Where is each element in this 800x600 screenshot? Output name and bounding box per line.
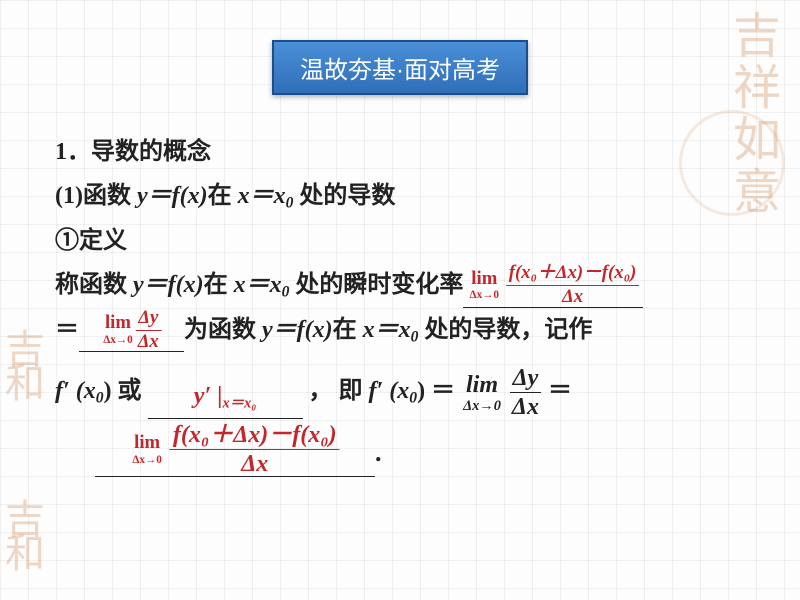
blank-3: y′ |x＝x₀ [148,383,303,419]
answer-1: limΔx→0 f(x₀＋Δx)－f(x₀)Δx [468,264,640,306]
answer-3: y′ |x＝x₀ [194,374,257,418]
line-4: 称函数 y＝f(x)在 x＝x0 处的瞬时变化率 limΔx→0 f(x₀＋Δx… [55,263,730,308]
blank-2: limΔx→0ΔyΔx [79,316,184,352]
title-banner: 温故夯基·面对高考 [272,40,528,95]
answer-4: limΔx→0 f(x₀＋Δx)－f(x₀)Δx [130,423,339,476]
line-5: ＝ limΔx→0ΔyΔx 为函数 y＝f(x)在 x＝x0 处的导数，记作 [55,308,730,353]
line-1: 1．导数的概念 [55,130,730,174]
line-3: ①定义 [55,219,730,263]
line-2: (1)函数 y＝f(x)在 x＝x0 处的导数 [55,174,730,219]
line-7: limΔx→0 f(x₀＋Δx)－f(x₀)Δx . [55,429,730,477]
line-6: f′ (x0) 或 y′ |x＝x₀ ， 即 f′ (x0) ＝ limΔx→0… [55,366,730,419]
blank-1: limΔx→0 f(x₀＋Δx)－f(x₀)Δx [463,272,643,308]
blank-4: limΔx→0 f(x₀＋Δx)－f(x₀)Δx [95,441,375,477]
answer-2: limΔx→0ΔyΔx [101,309,162,351]
content-body: 1．导数的概念 (1)函数 y＝f(x)在 x＝x0 处的导数 ①定义 称函数 … [55,130,730,477]
